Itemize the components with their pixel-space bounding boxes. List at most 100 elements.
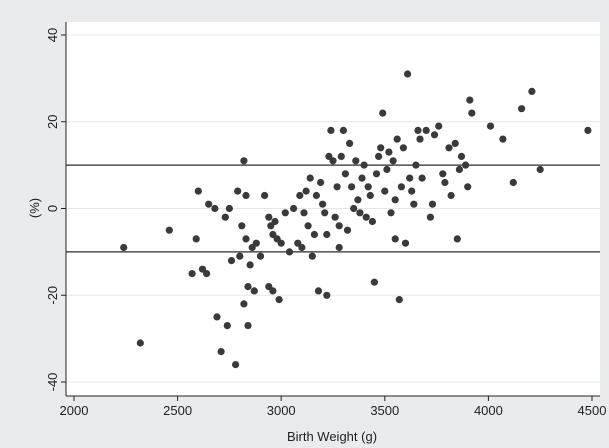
data-point bbox=[290, 204, 298, 213]
y-tick-label: 20 bbox=[45, 115, 60, 129]
data-point bbox=[401, 239, 410, 247]
data-point bbox=[414, 126, 422, 134]
data-point bbox=[360, 161, 368, 169]
y-tick-label: -20 bbox=[45, 286, 60, 305]
data-point bbox=[217, 348, 225, 356]
y-axis-label: (%) bbox=[27, 198, 42, 218]
x-tick-label: 4000 bbox=[474, 403, 503, 418]
data-point bbox=[399, 144, 407, 152]
data-point bbox=[136, 339, 144, 347]
data-point bbox=[265, 213, 273, 221]
data-point bbox=[441, 178, 449, 187]
data-point bbox=[331, 213, 339, 221]
data-point bbox=[435, 122, 443, 130]
data-point bbox=[296, 191, 304, 200]
data-point bbox=[464, 183, 472, 191]
data-point bbox=[306, 174, 314, 182]
data-point bbox=[408, 187, 416, 195]
data-point bbox=[236, 252, 244, 260]
data-point bbox=[277, 239, 285, 247]
data-point bbox=[120, 243, 128, 252]
data-point bbox=[387, 209, 395, 217]
data-point bbox=[269, 287, 277, 295]
data-point bbox=[395, 296, 403, 304]
data-point bbox=[211, 204, 219, 213]
data-point bbox=[232, 361, 240, 369]
data-point bbox=[319, 200, 327, 208]
data-point bbox=[227, 257, 236, 265]
data-point bbox=[372, 170, 381, 178]
data-point bbox=[192, 235, 200, 243]
data-point bbox=[244, 322, 252, 330]
x-axis-ticks: 2000 2500 3000 3500 4000 4500 bbox=[60, 396, 607, 418]
data-point bbox=[404, 70, 412, 78]
data-point bbox=[337, 152, 345, 160]
y-tick-label: 0 bbox=[45, 205, 60, 212]
data-point bbox=[302, 187, 310, 195]
data-point bbox=[348, 183, 356, 191]
data-point bbox=[368, 217, 376, 226]
x-tick-label: 3000 bbox=[267, 403, 296, 418]
data-point bbox=[381, 187, 389, 195]
data-point bbox=[430, 131, 439, 139]
data-point bbox=[317, 178, 325, 187]
data-point bbox=[221, 213, 229, 221]
data-point bbox=[350, 204, 358, 213]
gridlines bbox=[66, 34, 600, 383]
data-point bbox=[428, 200, 437, 208]
data-point bbox=[366, 191, 374, 200]
data-point bbox=[391, 235, 399, 243]
data-point bbox=[194, 187, 202, 195]
data-point bbox=[509, 178, 517, 187]
data-point bbox=[285, 248, 294, 256]
data-point bbox=[462, 161, 470, 169]
data-point bbox=[406, 174, 414, 182]
x-axis-label: Birth Weight (g) bbox=[287, 429, 377, 444]
data-point bbox=[275, 296, 283, 304]
data-point bbox=[188, 270, 196, 278]
data-point bbox=[335, 243, 343, 252]
data-point bbox=[354, 196, 362, 204]
data-point bbox=[261, 191, 269, 200]
x-tick-label: 4500 bbox=[578, 403, 607, 418]
data-point bbox=[281, 209, 289, 217]
data-point bbox=[528, 87, 536, 95]
data-point bbox=[335, 222, 343, 230]
data-point bbox=[234, 187, 242, 195]
data-point bbox=[223, 322, 231, 330]
data-points bbox=[120, 70, 592, 369]
data-point bbox=[314, 287, 323, 295]
data-point bbox=[518, 105, 526, 113]
data-point bbox=[375, 152, 383, 160]
data-point bbox=[356, 209, 364, 217]
y-axis-ticks: -40 -20 0 20 40 bbox=[45, 28, 66, 391]
x-tick-label: 2500 bbox=[163, 403, 192, 418]
data-point bbox=[447, 191, 455, 200]
data-point bbox=[165, 226, 173, 234]
data-point bbox=[321, 209, 329, 217]
data-point bbox=[341, 170, 349, 178]
data-point bbox=[393, 135, 401, 143]
data-point bbox=[412, 161, 420, 169]
data-point bbox=[370, 278, 378, 286]
data-point bbox=[416, 135, 424, 143]
data-point bbox=[397, 183, 405, 191]
data-point bbox=[225, 204, 233, 213]
data-point bbox=[308, 252, 316, 260]
data-point bbox=[389, 157, 397, 165]
data-point bbox=[439, 170, 447, 178]
data-point bbox=[323, 230, 331, 239]
data-point bbox=[250, 287, 258, 295]
data-point bbox=[300, 209, 308, 217]
data-point bbox=[499, 135, 507, 143]
data-point bbox=[240, 157, 248, 165]
data-point bbox=[339, 126, 347, 134]
data-point bbox=[312, 191, 320, 200]
data-point bbox=[451, 139, 459, 147]
data-point bbox=[346, 139, 354, 147]
data-point bbox=[466, 96, 474, 104]
data-point bbox=[379, 109, 387, 117]
data-point bbox=[352, 157, 360, 165]
data-point bbox=[536, 165, 544, 174]
data-point bbox=[418, 174, 426, 182]
